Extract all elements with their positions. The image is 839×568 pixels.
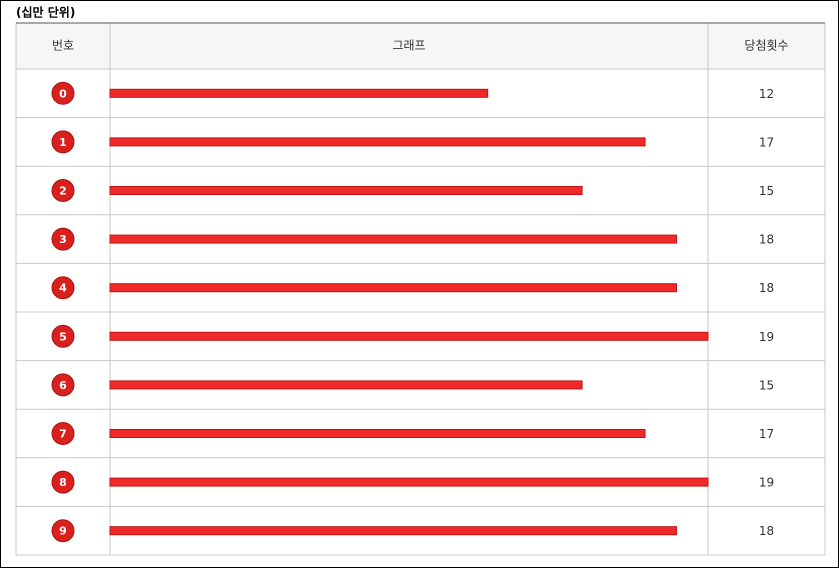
count-label: 18 (759, 281, 774, 295)
number-label: 3 (59, 233, 67, 246)
column-header: 그래프 (392, 39, 425, 53)
header-bg (16, 23, 825, 69)
count-label: 19 (759, 330, 774, 344)
number-badge (51, 130, 75, 154)
number-badge (51, 373, 75, 397)
count-label: 17 (759, 427, 774, 441)
number-label: 5 (59, 330, 67, 343)
bar (109, 283, 678, 293)
number-badge (51, 179, 75, 202)
bar (109, 526, 678, 536)
number-label: 2 (59, 185, 67, 198)
number-label: 9 (59, 525, 67, 538)
bar (109, 234, 678, 244)
column-header: 번호 (52, 39, 74, 53)
number-badge (51, 470, 75, 494)
count-label: 18 (759, 233, 774, 247)
count-label: 15 (759, 378, 774, 392)
number-badge (51, 81, 75, 105)
bar (109, 477, 709, 487)
count-label: 15 (759, 184, 774, 198)
bar (109, 88, 489, 98)
count-label: 19 (759, 476, 774, 490)
number-badge (51, 227, 75, 251)
bar (109, 186, 583, 195)
number-label: 7 (59, 428, 67, 441)
bar (109, 380, 583, 390)
bar (109, 137, 646, 147)
bar (109, 331, 709, 341)
count-label: 12 (759, 87, 774, 101)
count-label: 17 (759, 135, 774, 149)
number-label: 0 (59, 87, 67, 100)
number-badge (51, 276, 75, 300)
column-header: 당첨횟수 (744, 39, 788, 53)
number-label: 1 (59, 136, 67, 149)
number-label: 4 (59, 282, 67, 295)
number-badge (51, 519, 75, 543)
count-label: 18 (759, 524, 774, 538)
number-badge (51, 324, 75, 348)
number-badge (51, 422, 75, 445)
number-label: 8 (59, 476, 67, 489)
number-label: 6 (59, 379, 67, 392)
bar (109, 429, 646, 438)
caption: (십만 단위) (16, 5, 75, 20)
